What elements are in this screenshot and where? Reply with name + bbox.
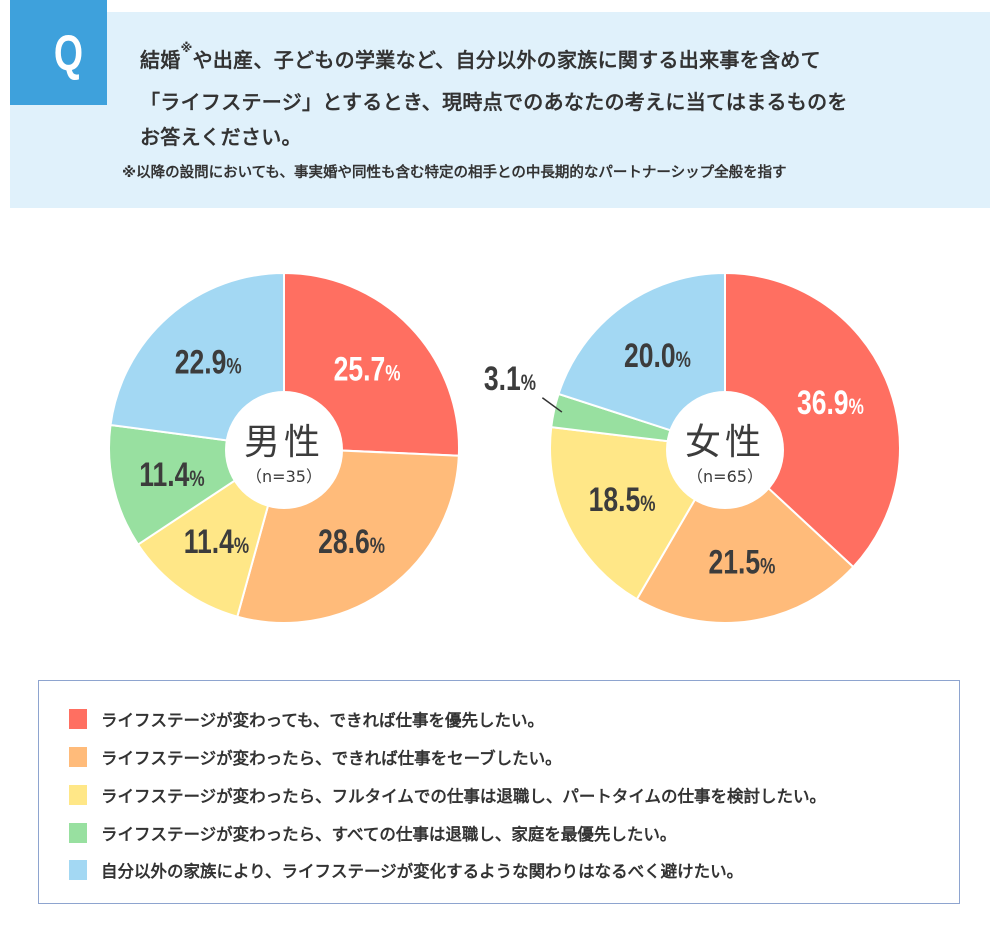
data-label: 21.5% — [708, 544, 775, 582]
data-label-value: 25.7 — [334, 350, 386, 388]
pie-title: 男性 — [244, 422, 324, 463]
data-label: 20.0% — [624, 337, 691, 375]
legend-label: ライフステージが変わっても、できれば仕事を優先したい。 — [101, 711, 545, 730]
legend: ライフステージが変わっても、できれば仕事を優先したい。 ライフステージが変わった… — [38, 680, 960, 904]
pie-slice — [557, 271, 726, 450]
question-text: 結婚 — [140, 48, 181, 72]
data-label-value: 36.9 — [797, 384, 849, 422]
data-label-unit: % — [676, 348, 692, 373]
legend-label: ライフステージが変わったら、すべての仕事は退職し、家庭を最優先したい。 — [101, 825, 677, 844]
data-label-value: 28.6 — [318, 523, 370, 561]
data-label: 18.5% — [589, 481, 656, 519]
data-label: 28.6% — [318, 523, 385, 561]
data-label-unit: % — [234, 534, 250, 559]
legend-label: 自分以外の家族により、ライフステージが変化するような関わりはなるべく避けたい。 — [101, 862, 744, 881]
pie-slice — [109, 271, 285, 450]
data-label-unit: % — [370, 534, 386, 559]
pie-slice — [635, 446, 855, 624]
data-label-value: 21.5 — [708, 544, 760, 582]
data-label: 11.4% — [139, 456, 205, 494]
legend-swatch — [69, 747, 87, 767]
question-badge-label: Q — [32, 0, 105, 105]
data-label-value: 3.1 — [484, 360, 521, 398]
data-label-value: 11.4 — [139, 456, 189, 494]
legend-label: ライフステージが変わったら、できれば仕事をセーブしたい。 — [101, 749, 562, 768]
question-panel — [10, 12, 990, 208]
question-note: ※以降の設問においても、事実婚や同性も含む特定の相手との中長期的なパートナーシッ… — [122, 165, 787, 181]
question-badge: Q — [10, 0, 107, 105]
pie-charts: 25.7%28.6%11.4%11.4%22.9%男性（n=35）36.9%21… — [108, 271, 901, 624]
pie-slice — [724, 271, 901, 569]
pie-slice — [283, 271, 460, 457]
legend-swatch — [69, 785, 87, 805]
legend-item: ライフステージが変わっても、できれば仕事を優先したい。 — [69, 707, 544, 731]
data-label-unit: % — [521, 371, 537, 396]
data-label: 25.7% — [334, 350, 401, 388]
legend-item: ライフステージが変わったら、フルタイムでの仕事は退職し、パートタイムの仕事を検討… — [69, 783, 826, 807]
legend-label: ライフステージが変わったら、フルタイムでの仕事は退職し、パートタイムの仕事を検討… — [101, 787, 827, 806]
data-label: 22.9% — [175, 343, 242, 381]
data-label-value: 22.9 — [175, 343, 227, 381]
data-label-value: 11.4 — [184, 523, 234, 561]
pie-title: 女性 — [685, 422, 765, 463]
question-text: や出産、子どもの学業など、自分以外の家族に関する出来事を含めて — [192, 48, 821, 72]
pie-center — [225, 391, 343, 509]
legend-item: 自分以外の家族により、ライフステージが変化するような関わりはなるべく避けたい。 — [69, 858, 743, 882]
data-label-value: 18.5 — [589, 481, 641, 519]
data-label: 36.9% — [797, 384, 864, 422]
data-label-unit: % — [385, 362, 401, 387]
footnote-mark: ※ — [180, 41, 193, 55]
legend-item: ライフステージが変わったら、できれば仕事をセーブしたい。 — [69, 745, 562, 769]
question-line-3: お答えください。 — [140, 125, 302, 149]
legend-swatch — [69, 860, 87, 880]
data-label-unit: % — [226, 355, 242, 380]
data-label-unit: % — [849, 395, 865, 420]
question-line-2: 「ライフステージ」とするとき、現時点でのあなたの考えに当てはまるものを — [140, 90, 848, 114]
data-label: 3.1% — [484, 360, 537, 398]
pie-subtitle: （n=35） — [246, 467, 322, 486]
pie-female: 36.9%21.5%18.5%3.1%20.0%女性（n=65） — [484, 271, 901, 624]
question-line-1: 結婚※や出産、子どもの学業など、自分以外の家族に関する出来事を含めて — [140, 41, 821, 73]
data-label-unit: % — [640, 492, 656, 517]
data-label: 11.4% — [184, 523, 250, 561]
pie-male: 25.7%28.6%11.4%11.4%22.9%男性（n=35） — [108, 271, 460, 624]
data-label-unit: % — [189, 467, 205, 492]
legend-item: ライフステージが変わったら、すべての仕事は退職し、家庭を最優先したい。 — [69, 821, 676, 845]
data-label-unit: % — [760, 555, 776, 580]
leader-line — [541, 397, 563, 413]
pie-subtitle: （n=65） — [687, 467, 763, 486]
legend-swatch — [69, 709, 87, 729]
legend-swatch — [69, 823, 87, 843]
pie-center — [666, 391, 784, 509]
data-label-value: 20.0 — [624, 337, 676, 375]
